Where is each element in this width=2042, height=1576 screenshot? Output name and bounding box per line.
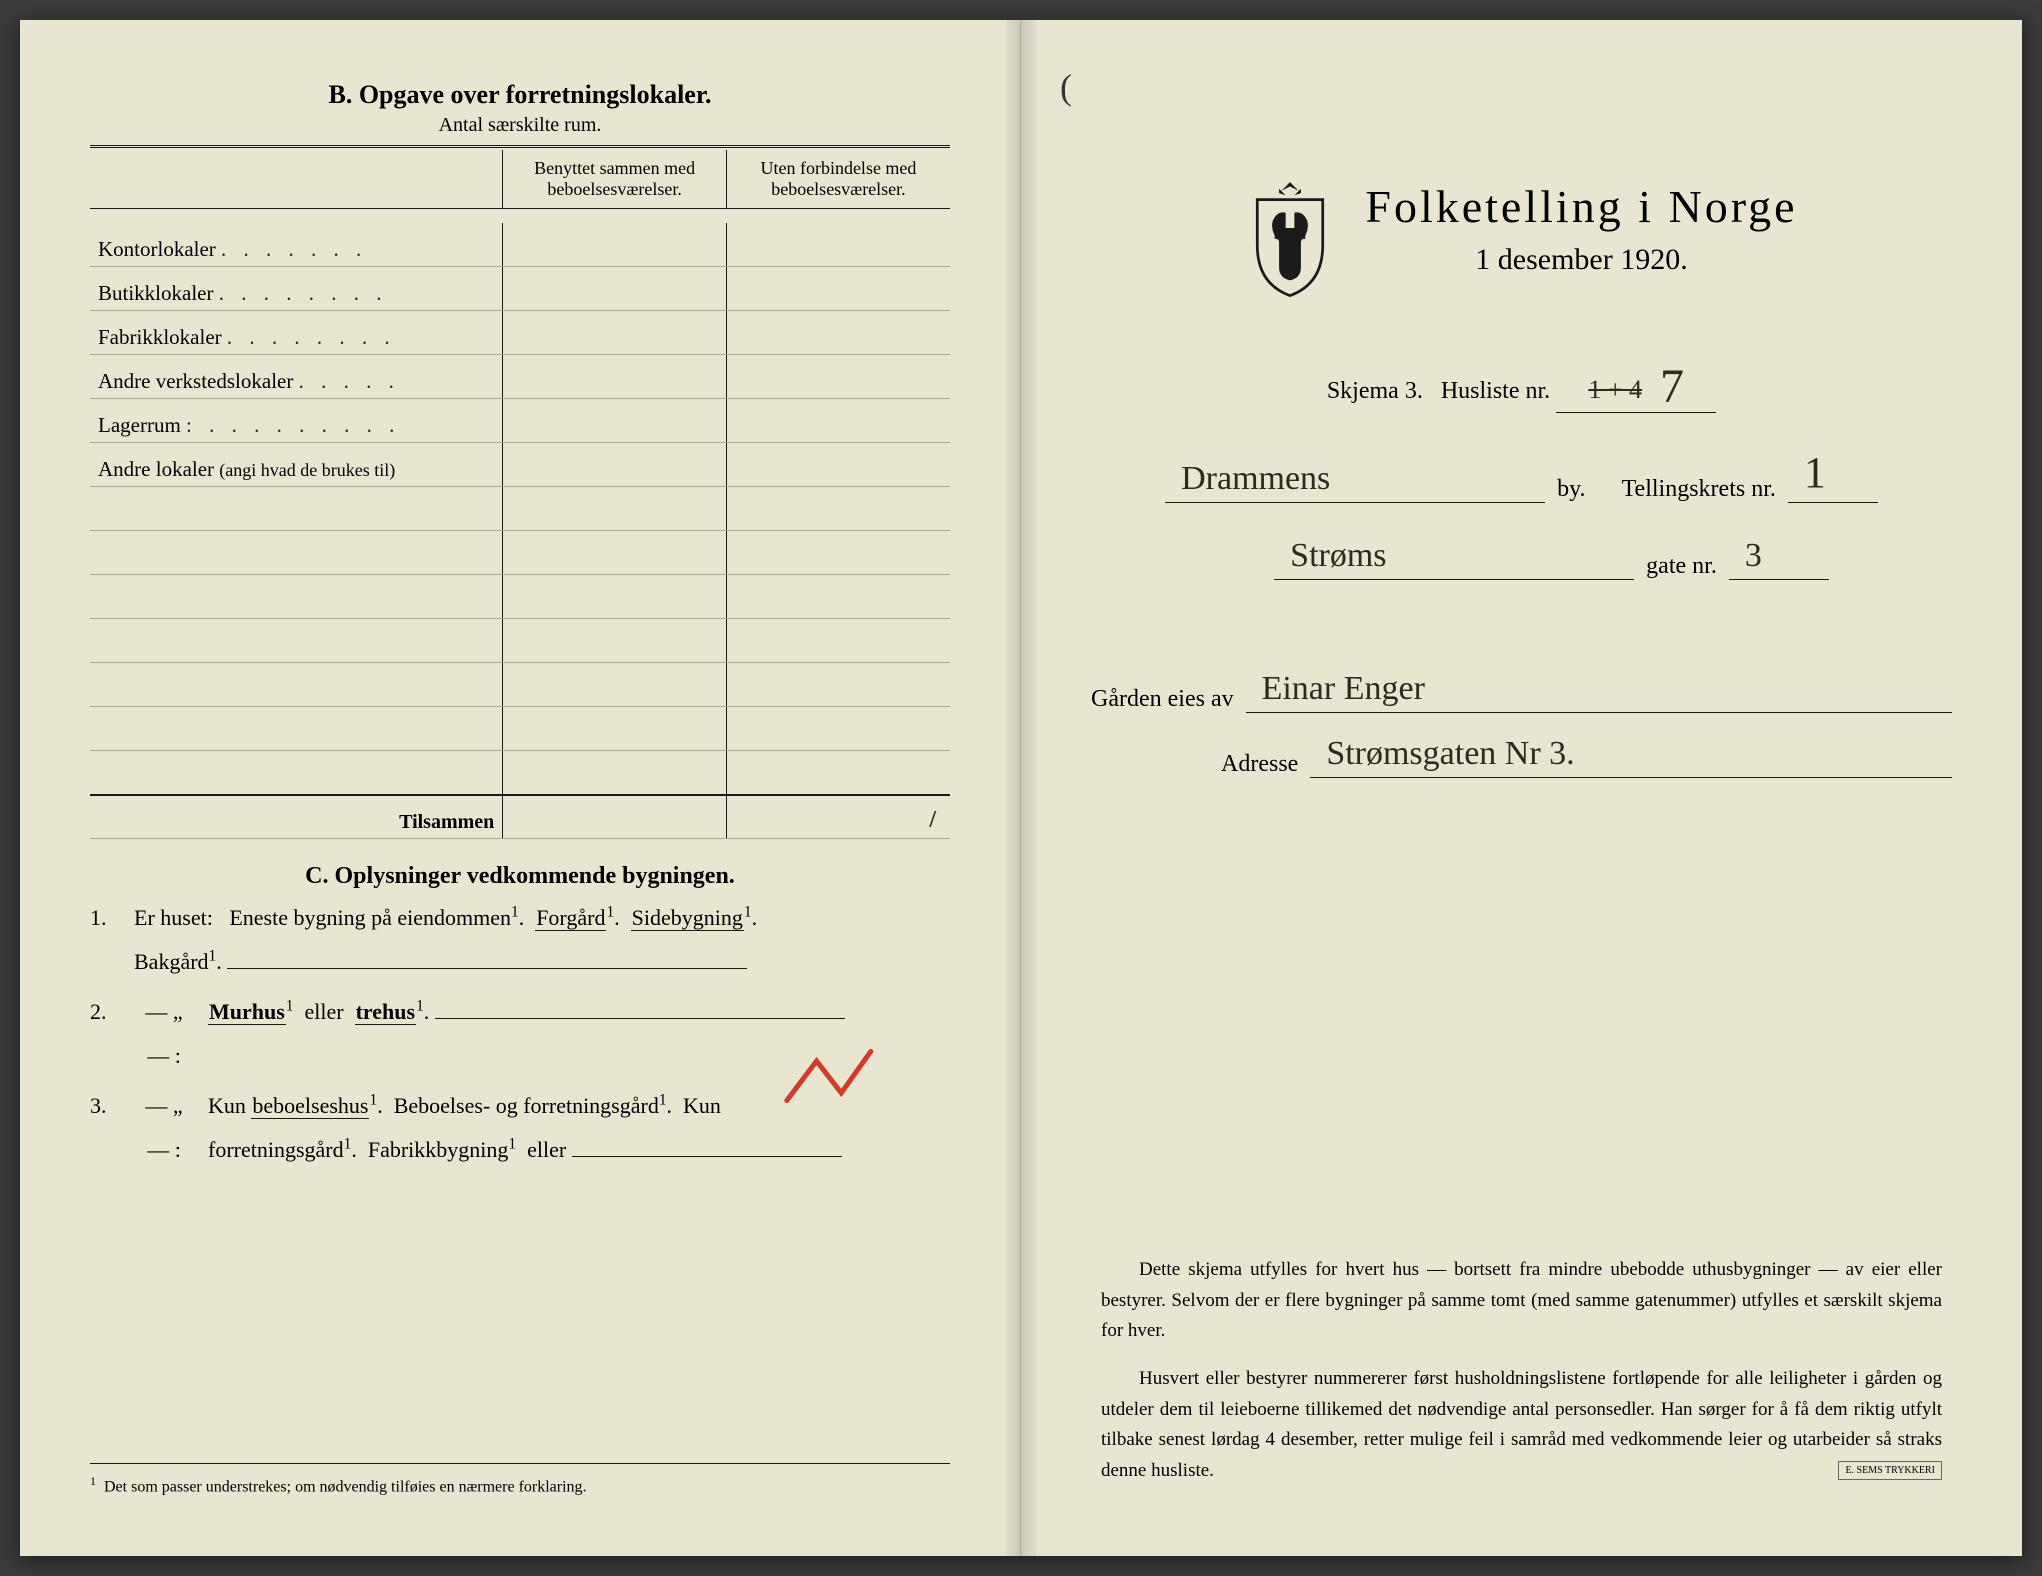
c1-opt-underlined: Forgård (535, 905, 606, 931)
address-line: Adresse Strømsgaten Nr 3. (1091, 735, 1952, 778)
table-row (90, 531, 950, 575)
skjema-label: Skjema 3. (1327, 378, 1423, 404)
blank-line (435, 995, 845, 1019)
main-title: Folketelling i Norge (1365, 180, 1797, 233)
husliste-strike: 1 + 4 (1582, 375, 1648, 405)
skjema-line: Skjema 3. Husliste nr. 1 + 4 7 (1091, 355, 1952, 413)
ditto-mark: — „ — : (134, 1084, 194, 1172)
by-line: Drammens by. Tellingskrets nr. 1 (1091, 447, 1952, 503)
c-line-1: 1. Er huset: Eneste bygning på eiendomme… (90, 896, 950, 984)
c-line-2: 2. — „ — : Murhus1 eller trehus1. (90, 990, 950, 1078)
instruction-block: Dette skjema utfylles for hvert hus — bo… (1101, 1237, 1942, 1486)
table-row: Butikklokaler . . . . . . . . (90, 267, 950, 311)
ditto-mark: — „ — : (134, 990, 194, 1078)
c-line-3: 3. — „ — : Kun beboelseshus1. Beboelses-… (90, 1084, 950, 1172)
coat-of-arms-icon (1245, 180, 1335, 305)
c3-text: Kun (683, 1093, 721, 1118)
owner-label: Gården eies av (1091, 686, 1234, 713)
c3-text: forretningsgård (208, 1137, 344, 1162)
premises-table: Benyttet sammen med beboelsesværelser. U… (90, 150, 950, 839)
footnote-text: Det som passer understrekes; om nødvendi… (104, 1478, 587, 1495)
footnote: 1 Det som passer understrekes; om nødven… (90, 1463, 950, 1496)
leader-dots: : . . . . . . . . . (186, 413, 400, 437)
line-number: 1. (90, 896, 120, 984)
total-label: Tilsammen (90, 795, 503, 839)
c3-text: Fabrikkbygning (368, 1137, 509, 1162)
document-spread: ( B. Opgave over forretningslokaler. Ant… (20, 20, 2022, 1556)
table-row (90, 487, 950, 531)
left-page: B. Opgave over forretningslokaler. Antal… (20, 20, 1021, 1556)
right-page: Folketelling i Norge 1 desember 1920. Sk… (1021, 20, 2022, 1556)
line-number: 3. (90, 1084, 120, 1172)
total-mark: / (923, 807, 942, 834)
row-label: Andre lokaler (98, 457, 214, 481)
instruction-para-2: Husvert eller bestyrer nummererer først … (1101, 1364, 1942, 1486)
row-label: Kontorlokaler (98, 237, 216, 261)
row-label: Andre verkstedslokaler (98, 369, 293, 393)
row-label: Lagerrum (98, 413, 181, 437)
table-row (90, 575, 950, 619)
col-header-1: Benyttet sammen med beboelsesværelser. (503, 150, 727, 209)
leader-dots: . . . . . . . . (219, 281, 388, 305)
gate-number: 3 (1739, 537, 1768, 575)
section-c: C. Oplysninger vedkommende bygningen. 1.… (90, 863, 950, 1172)
c3-text: eller (527, 1137, 566, 1162)
c2-opt: Murhus (209, 999, 285, 1024)
gate-label: gate nr. (1646, 553, 1717, 580)
krets-value: 1 (1798, 447, 1832, 498)
c1-label: Er huset: (134, 905, 213, 930)
footnote-num: 1 (90, 1474, 96, 1488)
c3-text: Kun (208, 1093, 246, 1118)
husliste-value: 7 (1654, 359, 1690, 414)
rule (90, 145, 950, 148)
leader-dots: . . . . . . . (221, 237, 367, 261)
row-note: (angi hvad de brukes til) (219, 460, 395, 480)
row-label: Butikklokaler (98, 281, 213, 305)
table-row: Kontorlokaler . . . . . . . (90, 223, 950, 267)
by-label: by. (1557, 476, 1585, 503)
husliste-label: Husliste nr. (1441, 378, 1550, 404)
c1-opt: Bakgård (134, 949, 209, 974)
title-block: Folketelling i Norge 1 desember 1920. (1091, 180, 1952, 305)
c3-text: Beboelses- og forretningsgård (394, 1093, 659, 1118)
table-row: Fabrikklokaler . . . . . . . . (90, 311, 950, 355)
c3-opt-underlined: beboelseshus (251, 1093, 369, 1119)
section-b-title: B. Opgave over forretningslokaler. (90, 80, 950, 110)
by-value: Drammens (1175, 460, 1336, 498)
col-header-2: Uten forbindelse med beboelsesværelser. (726, 150, 950, 209)
section-b-subtitle: Antal særskilte rum. (90, 114, 950, 137)
address-value: Strømsgaten Nr 3. (1320, 735, 1580, 773)
table-row (90, 751, 950, 795)
owner-value: Einar Enger (1256, 670, 1431, 708)
total-row: Tilsammen / (90, 795, 950, 839)
table-row (90, 663, 950, 707)
table-row: Andre lokaler (angi hvad de brukes til) (90, 443, 950, 487)
c1-opt-underlined: Sidebygning (631, 905, 744, 931)
table-row: Andre verkstedslokaler . . . . . (90, 355, 950, 399)
table-row (90, 619, 950, 663)
gate-name: Strøms (1284, 537, 1392, 575)
instruction-para-1: Dette skjema utfylles for hvert hus — bo… (1101, 1255, 1942, 1346)
printer-mark: E. SEMS TRYKKERI (1838, 1461, 1942, 1480)
section-c-title: C. Oplysninger vedkommende bygningen. (90, 863, 950, 890)
gate-line: Strøms gate nr. 3 (1091, 537, 1952, 580)
table-row: Lagerrum : . . . . . . . . . (90, 399, 950, 443)
c1-opt: Eneste bygning på eiendommen (229, 905, 511, 930)
date: 1 desember 1920. (1365, 243, 1797, 277)
row-label: Fabrikklokaler (98, 325, 222, 349)
krets-label: Tellingskrets nr. (1622, 476, 1776, 503)
leader-dots: . . . . . (299, 369, 400, 393)
address-label: Adresse (1221, 751, 1298, 778)
c2-opt: trehus (356, 999, 416, 1024)
blank-line (572, 1133, 842, 1157)
table-row (90, 707, 950, 751)
leader-dots: . . . . . . . . (227, 325, 396, 349)
c2-or: eller (305, 999, 344, 1024)
owner-line: Gården eies av Einar Enger (1091, 670, 1952, 713)
blank-line (227, 945, 747, 969)
line-number: 2. (90, 990, 120, 1078)
